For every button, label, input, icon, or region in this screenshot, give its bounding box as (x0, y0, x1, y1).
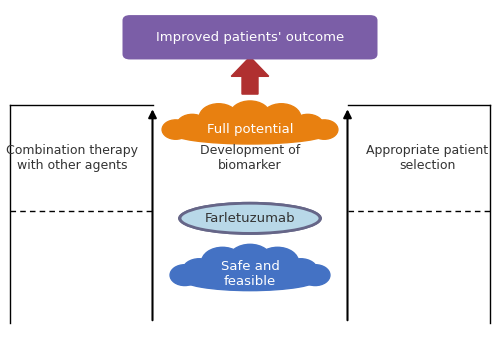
Text: Improved patients' outcome: Improved patients' outcome (156, 31, 344, 44)
Text: Combination therapy
with other agents: Combination therapy with other agents (6, 144, 138, 172)
Circle shape (228, 244, 272, 275)
Text: Development of
biomarker: Development of biomarker (200, 144, 300, 172)
Circle shape (230, 101, 270, 130)
Circle shape (182, 259, 216, 283)
Circle shape (170, 265, 200, 285)
Circle shape (256, 247, 298, 277)
Circle shape (176, 114, 208, 136)
Circle shape (300, 265, 330, 285)
Text: Full potential: Full potential (207, 123, 293, 136)
Circle shape (292, 114, 324, 136)
FancyArrow shape (231, 57, 269, 94)
Circle shape (262, 104, 301, 131)
Ellipse shape (172, 122, 328, 144)
Ellipse shape (181, 267, 319, 291)
Text: Safe and
feasible: Safe and feasible (220, 260, 280, 288)
Ellipse shape (180, 203, 320, 234)
Circle shape (310, 120, 338, 139)
Circle shape (202, 247, 243, 277)
Ellipse shape (178, 202, 322, 235)
Circle shape (284, 259, 318, 283)
Circle shape (162, 120, 190, 139)
FancyBboxPatch shape (122, 15, 378, 59)
Circle shape (199, 104, 238, 131)
Text: Farletuzumab: Farletuzumab (204, 212, 296, 225)
Text: Appropriate patient
selection: Appropriate patient selection (366, 144, 488, 172)
